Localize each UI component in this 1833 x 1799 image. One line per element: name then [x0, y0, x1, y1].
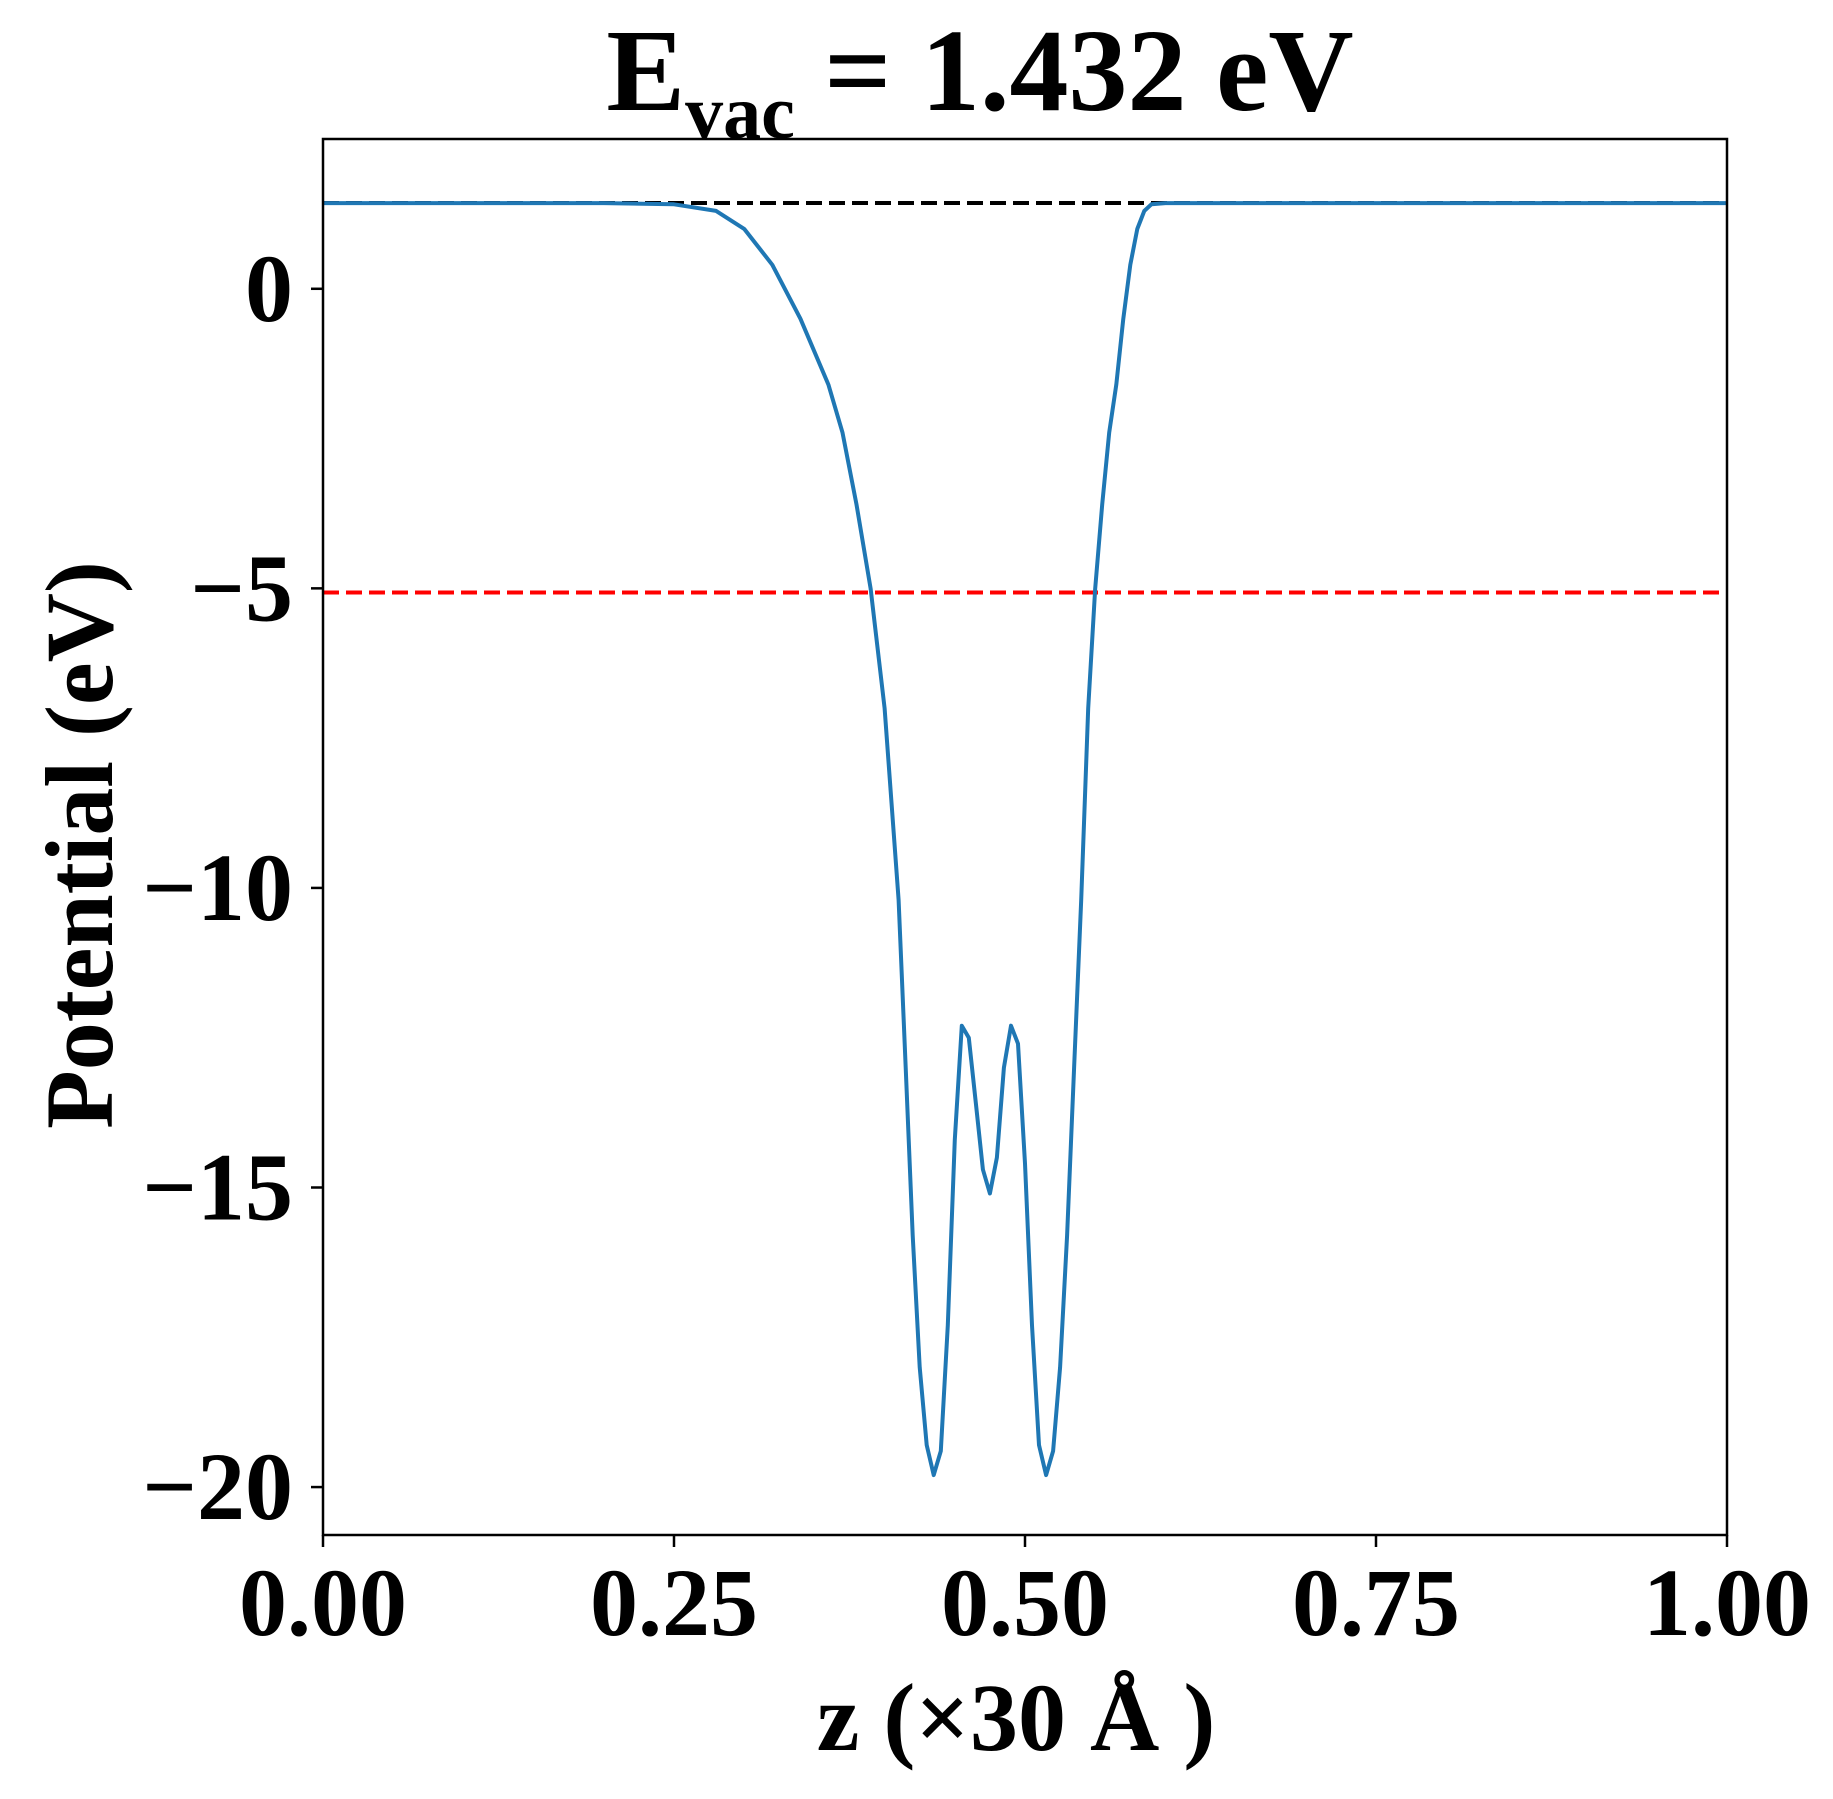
- x-axis-ticks: 0.00 0.25 0.50 0.75 1.00: [239, 1535, 1811, 1656]
- y-axis-label: Potential (eV): [26, 561, 133, 1129]
- chart-title-subscript: vac: [685, 71, 795, 155]
- x-tick-label: 1.00: [1643, 1549, 1811, 1656]
- x-tick-label: 0.75: [1292, 1549, 1460, 1656]
- y-tick-label: −15: [142, 1133, 293, 1240]
- chart-title-suffix: = 1.432 eV: [795, 5, 1354, 136]
- x-axis-label: z (×30 Å ): [817, 1664, 1216, 1771]
- y-tick-label: −20: [142, 1433, 293, 1540]
- plot-frame: [321, 137, 1729, 1537]
- plot-area: [321, 137, 1729, 1537]
- y-tick-label: −5: [190, 534, 293, 641]
- x-tick-label: 0.25: [590, 1549, 758, 1656]
- x-tick-label: 0.00: [239, 1549, 407, 1656]
- series-line-1: [323, 201, 1727, 1478]
- chart-title: Evac = 1.432 eV: [606, 5, 1353, 155]
- y-tick-label: −10: [142, 834, 293, 941]
- chart-title-prefix: E: [606, 5, 685, 136]
- y-tick-label: 0: [245, 235, 293, 342]
- y-axis-ticks: 0 −5 −10 −15 −20: [142, 235, 323, 1540]
- x-tick-label: 0.50: [941, 1549, 1109, 1656]
